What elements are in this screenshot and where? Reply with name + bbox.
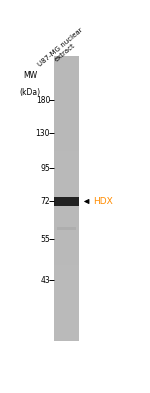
- Bar: [54, 113, 79, 123]
- Bar: [54, 237, 79, 246]
- Text: MW: MW: [23, 72, 38, 81]
- Bar: [54, 197, 79, 206]
- Bar: [54, 246, 79, 255]
- Bar: [54, 75, 79, 84]
- Text: 55: 55: [40, 235, 50, 244]
- Bar: [54, 331, 79, 341]
- Bar: [54, 255, 79, 265]
- Bar: [57, 227, 76, 230]
- Text: U87-MG nuclear
extract: U87-MG nuclear extract: [36, 27, 88, 73]
- Bar: [54, 160, 79, 170]
- Bar: [54, 293, 79, 303]
- Bar: [54, 84, 79, 94]
- Bar: [54, 151, 79, 160]
- Bar: [54, 274, 79, 284]
- Bar: [54, 227, 79, 237]
- Text: 130: 130: [36, 129, 50, 138]
- Bar: [54, 56, 79, 66]
- Bar: [54, 123, 79, 132]
- Bar: [54, 303, 79, 312]
- Bar: [54, 180, 79, 189]
- Bar: [54, 265, 79, 274]
- Bar: [54, 208, 79, 217]
- Text: (kDa): (kDa): [20, 88, 41, 97]
- Bar: [54, 189, 79, 198]
- Bar: [54, 198, 79, 208]
- Bar: [54, 132, 79, 141]
- Bar: [54, 104, 79, 113]
- Bar: [54, 322, 79, 331]
- Text: HDX: HDX: [93, 197, 113, 206]
- Text: 180: 180: [36, 95, 50, 105]
- Bar: [54, 170, 79, 180]
- Bar: [54, 217, 79, 227]
- Bar: [54, 66, 79, 75]
- Text: 43: 43: [40, 275, 50, 285]
- Bar: [54, 284, 79, 293]
- Bar: [54, 94, 79, 104]
- Bar: [54, 141, 79, 151]
- Text: 72: 72: [40, 197, 50, 206]
- Bar: [54, 312, 79, 322]
- Text: 95: 95: [40, 164, 50, 173]
- Bar: [54, 56, 79, 341]
